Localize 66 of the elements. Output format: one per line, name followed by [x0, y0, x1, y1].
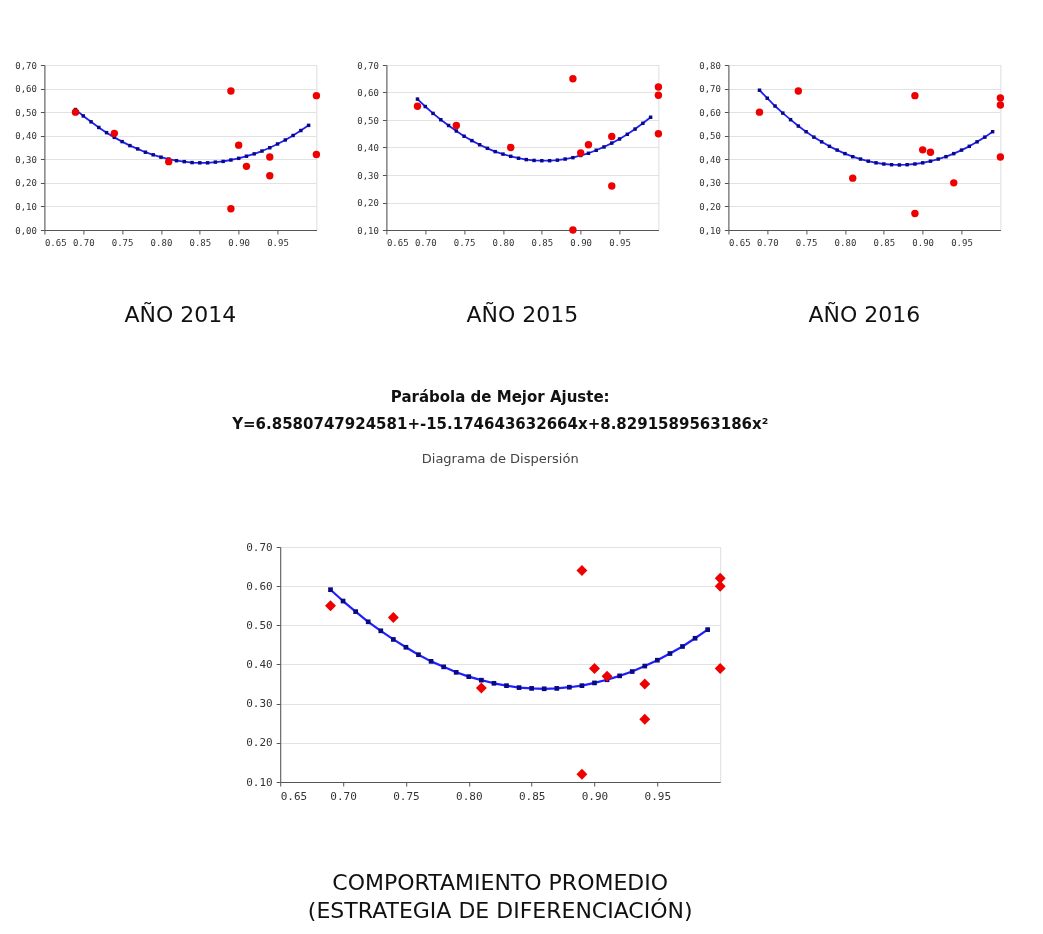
y-tick-label: 0,50 — [15, 107, 37, 118]
x-tick-label: 0.80 — [492, 237, 515, 248]
y-tick-label: 0,30 — [15, 154, 37, 165]
x-tick-label: 0.85 — [189, 237, 212, 248]
y-tick-label: 0.10 — [246, 775, 273, 789]
x-tick-label: 0.65 — [386, 237, 409, 248]
x-tick-label: 0.90 — [228, 237, 251, 248]
x-tick-label: 0.90 — [912, 237, 935, 248]
text: AÑO 2016 — [808, 301, 921, 327]
y-tick-label: 0,20 — [699, 201, 721, 212]
x-tick-label: 0.75 — [393, 789, 420, 803]
y-tick-label: 0,10 — [357, 225, 379, 236]
x-tick-label: 0.85 — [873, 237, 896, 248]
y-tick-label: 0,70 — [357, 60, 379, 71]
x-tick-label: 0.95 — [609, 237, 631, 248]
y-tick-label: 0.30 — [246, 697, 273, 711]
x-tick-label: 0.70 — [72, 237, 95, 248]
y-tick-label: 0.60 — [246, 579, 273, 593]
y-tick-label: 0.40 — [246, 658, 273, 671]
text: AÑO 2014 — [124, 301, 237, 327]
text: Y=6.8580747924581+-15.174643632664x+8.8291589563186x² — [231, 415, 769, 433]
y-tick-label: 0,40 — [357, 143, 379, 153]
y-tick-label: 0,70 — [15, 60, 37, 71]
x-tick-label: 0.70 — [330, 789, 357, 803]
text: COMPORTAMIENTO PROMEDIO — [332, 870, 669, 895]
y-tick-label: 0,40 — [15, 131, 37, 142]
y-tick-label: 0,80 — [699, 60, 721, 71]
x-tick-label: 0.70 — [756, 237, 779, 248]
x-tick-label: 0.80 — [150, 237, 173, 248]
y-tick-label: 0,20 — [15, 178, 37, 189]
x-tick-label: 0.65 — [44, 237, 67, 248]
x-tick-label: 0.80 — [456, 789, 483, 803]
x-tick-label: 0.90 — [570, 237, 593, 248]
text: Parábola de Mejor Ajuste: — [390, 388, 610, 406]
y-tick-label: 0,50 — [357, 115, 379, 126]
x-tick-label: 0.75 — [795, 237, 818, 248]
y-tick-label: 0.20 — [246, 736, 273, 750]
y-tick-label: 0,20 — [357, 198, 379, 208]
y-tick-label: 0,10 — [15, 201, 37, 212]
x-tick-label: 0.95 — [644, 789, 672, 803]
y-tick-label: 0,30 — [357, 170, 379, 181]
x-tick-label: 0.70 — [414, 237, 437, 248]
x-tick-label: 0.95 — [267, 237, 289, 248]
y-tick-label: 0,30 — [699, 178, 721, 189]
y-tick-label: 0,40 — [699, 154, 721, 165]
text: Diagrama de Dispersión — [421, 451, 579, 466]
x-tick-label: 0.75 — [453, 237, 476, 248]
y-tick-label: 0.70 — [246, 540, 273, 554]
x-tick-label: 0.95 — [951, 237, 973, 248]
y-tick-label: 0,70 — [699, 84, 721, 95]
y-tick-label: 0.50 — [246, 618, 273, 632]
y-tick-label: 0,60 — [699, 107, 721, 118]
y-tick-label: 0,00 — [15, 225, 37, 236]
x-tick-label: 0.85 — [518, 789, 546, 803]
x-tick-label: 0.85 — [531, 237, 554, 248]
y-tick-label: 0,50 — [699, 131, 721, 142]
text: AÑO 2015 — [466, 301, 579, 327]
x-tick-label: 0.75 — [111, 237, 134, 248]
text: (ESTRATEGIA DE DIFERENCIACIÓN) — [307, 898, 693, 923]
x-tick-label: 0.90 — [581, 789, 609, 803]
x-tick-label: 0.80 — [834, 237, 857, 248]
y-tick-label: 0,60 — [15, 84, 37, 95]
x-tick-label: 0.65 — [280, 789, 308, 803]
y-tick-label: 0,10 — [699, 225, 721, 236]
y-tick-label: 0,60 — [357, 88, 379, 98]
x-tick-label: 0.65 — [728, 237, 751, 248]
